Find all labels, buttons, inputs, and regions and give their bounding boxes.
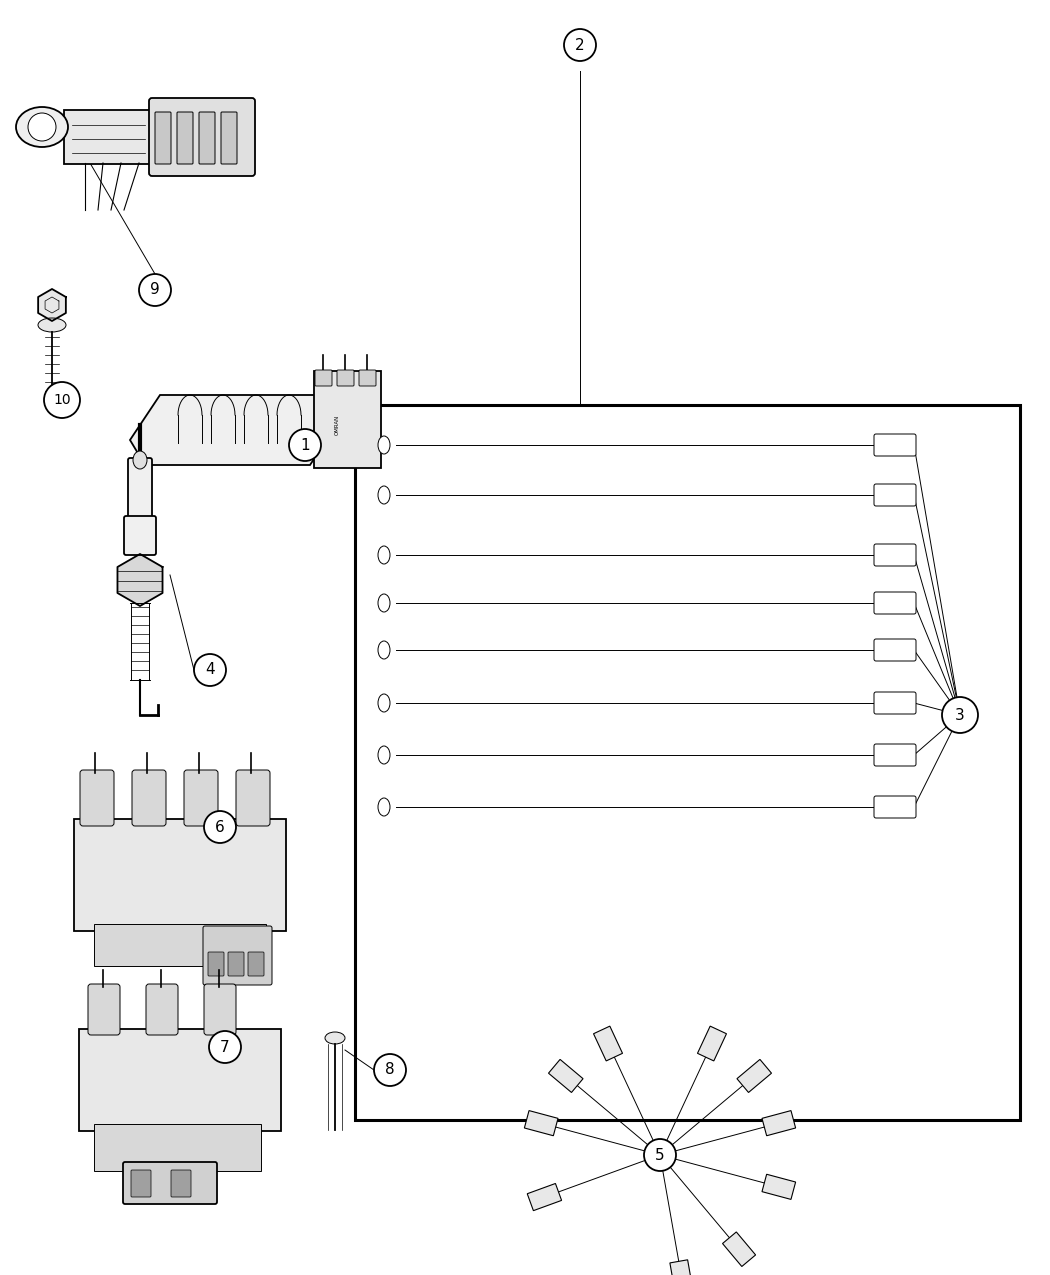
Text: 6: 6 bbox=[215, 820, 225, 835]
FancyBboxPatch shape bbox=[874, 692, 916, 714]
Ellipse shape bbox=[16, 107, 68, 147]
Circle shape bbox=[374, 1054, 406, 1086]
Circle shape bbox=[139, 274, 171, 306]
FancyBboxPatch shape bbox=[314, 371, 381, 468]
Polygon shape bbox=[524, 1111, 558, 1136]
FancyBboxPatch shape bbox=[203, 926, 272, 986]
FancyBboxPatch shape bbox=[874, 639, 916, 660]
FancyBboxPatch shape bbox=[236, 770, 270, 826]
Polygon shape bbox=[722, 1232, 756, 1266]
FancyBboxPatch shape bbox=[200, 112, 215, 164]
Ellipse shape bbox=[378, 594, 390, 612]
FancyBboxPatch shape bbox=[315, 370, 332, 386]
FancyBboxPatch shape bbox=[80, 770, 114, 826]
FancyBboxPatch shape bbox=[184, 770, 218, 826]
Ellipse shape bbox=[378, 436, 390, 454]
Text: 10: 10 bbox=[54, 393, 70, 407]
FancyBboxPatch shape bbox=[74, 819, 286, 931]
Ellipse shape bbox=[378, 486, 390, 504]
FancyBboxPatch shape bbox=[88, 984, 120, 1035]
Ellipse shape bbox=[326, 1031, 345, 1044]
FancyBboxPatch shape bbox=[171, 1170, 191, 1197]
Text: 3: 3 bbox=[956, 708, 965, 723]
FancyBboxPatch shape bbox=[220, 112, 237, 164]
Text: 7: 7 bbox=[220, 1039, 230, 1054]
Ellipse shape bbox=[378, 641, 390, 659]
Circle shape bbox=[564, 29, 596, 61]
Circle shape bbox=[194, 654, 226, 686]
FancyBboxPatch shape bbox=[149, 98, 255, 176]
FancyBboxPatch shape bbox=[177, 112, 193, 164]
Text: 8: 8 bbox=[385, 1062, 395, 1077]
FancyBboxPatch shape bbox=[228, 952, 244, 975]
Circle shape bbox=[942, 697, 978, 733]
FancyBboxPatch shape bbox=[124, 516, 156, 555]
FancyBboxPatch shape bbox=[359, 370, 376, 386]
Polygon shape bbox=[762, 1174, 796, 1200]
Polygon shape bbox=[118, 555, 163, 606]
FancyBboxPatch shape bbox=[204, 984, 236, 1035]
Text: 4: 4 bbox=[205, 663, 215, 677]
Ellipse shape bbox=[378, 746, 390, 764]
Bar bbox=[355, 405, 1020, 1119]
Circle shape bbox=[44, 382, 80, 418]
Text: 9: 9 bbox=[150, 283, 160, 297]
FancyBboxPatch shape bbox=[123, 1162, 217, 1204]
Text: OMRAN: OMRAN bbox=[335, 414, 339, 435]
Ellipse shape bbox=[378, 798, 390, 816]
FancyBboxPatch shape bbox=[208, 952, 224, 975]
Ellipse shape bbox=[378, 694, 390, 711]
Polygon shape bbox=[38, 289, 66, 321]
Text: 1: 1 bbox=[300, 437, 310, 453]
FancyBboxPatch shape bbox=[132, 770, 166, 826]
Polygon shape bbox=[548, 1060, 583, 1093]
Text: 5: 5 bbox=[655, 1148, 665, 1163]
FancyBboxPatch shape bbox=[94, 924, 266, 966]
Polygon shape bbox=[527, 1183, 562, 1211]
FancyBboxPatch shape bbox=[874, 544, 916, 566]
FancyBboxPatch shape bbox=[94, 1125, 261, 1170]
FancyBboxPatch shape bbox=[248, 952, 264, 975]
Polygon shape bbox=[697, 1026, 727, 1061]
FancyBboxPatch shape bbox=[874, 434, 916, 456]
FancyBboxPatch shape bbox=[337, 370, 354, 386]
Circle shape bbox=[204, 811, 236, 843]
Circle shape bbox=[644, 1139, 676, 1170]
FancyBboxPatch shape bbox=[874, 484, 916, 506]
FancyBboxPatch shape bbox=[128, 458, 152, 527]
Circle shape bbox=[209, 1031, 242, 1063]
FancyBboxPatch shape bbox=[874, 796, 916, 819]
Polygon shape bbox=[670, 1260, 693, 1275]
Circle shape bbox=[289, 428, 321, 462]
Ellipse shape bbox=[133, 451, 147, 469]
Circle shape bbox=[28, 113, 56, 142]
FancyBboxPatch shape bbox=[146, 984, 178, 1035]
Polygon shape bbox=[762, 1111, 796, 1136]
Ellipse shape bbox=[38, 317, 66, 332]
FancyBboxPatch shape bbox=[874, 745, 916, 766]
FancyBboxPatch shape bbox=[874, 592, 916, 615]
FancyBboxPatch shape bbox=[155, 112, 171, 164]
Ellipse shape bbox=[378, 546, 390, 564]
FancyBboxPatch shape bbox=[79, 1029, 281, 1131]
FancyBboxPatch shape bbox=[131, 1170, 151, 1197]
Text: 2: 2 bbox=[575, 37, 585, 52]
FancyBboxPatch shape bbox=[64, 110, 156, 164]
Polygon shape bbox=[737, 1060, 772, 1093]
Polygon shape bbox=[130, 395, 340, 465]
Polygon shape bbox=[593, 1026, 623, 1061]
